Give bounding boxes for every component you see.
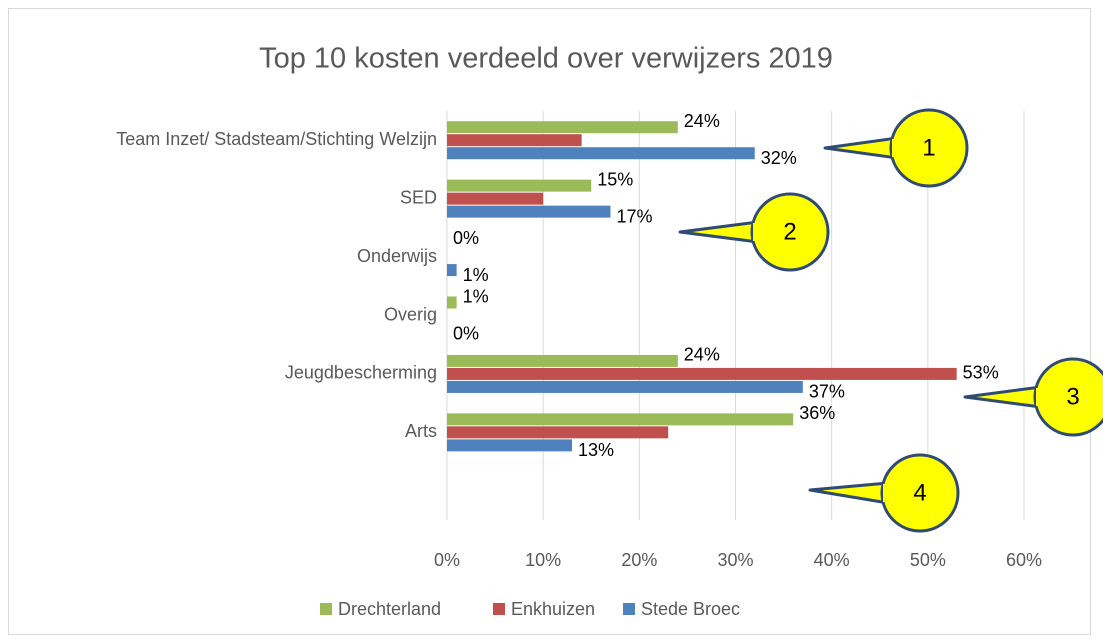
callout-joint <box>1036 388 1046 406</box>
callout-joint <box>753 223 763 241</box>
x-tick-label: 60% <box>1006 550 1042 570</box>
bar <box>447 439 573 452</box>
chart-title: Top 10 kosten verdeeld over verwijzers 2… <box>259 43 833 75</box>
x-tick-label: 50% <box>910 550 946 570</box>
bar <box>447 134 582 147</box>
callout-joint <box>883 484 893 502</box>
data-label: 1% <box>463 286 489 306</box>
data-label: 15% <box>597 169 633 189</box>
data-label: 32% <box>761 148 797 168</box>
bar <box>447 192 544 205</box>
bar <box>447 205 611 218</box>
bar <box>447 367 957 380</box>
bar <box>447 380 803 393</box>
data-label: 37% <box>809 382 845 402</box>
bar <box>447 179 592 192</box>
data-label: 53% <box>963 363 999 383</box>
x-tick-label: 0% <box>434 550 460 570</box>
bar <box>447 147 755 160</box>
x-tick-label: 20% <box>621 550 657 570</box>
callout-joint <box>892 139 902 157</box>
legend-swatch <box>493 603 505 615</box>
callout-label: 1 <box>922 134 935 161</box>
data-label: 17% <box>616 206 652 226</box>
data-label: 13% <box>578 440 614 460</box>
callout-label: 2 <box>783 218 796 245</box>
x-tick-label: 10% <box>525 550 561 570</box>
legend-swatch <box>320 603 332 615</box>
data-label: 36% <box>799 403 835 423</box>
y-tick-label: Arts <box>405 421 437 441</box>
callout-circle <box>880 453 960 533</box>
legend-swatch <box>623 603 635 615</box>
x-tick-label: 30% <box>717 550 753 570</box>
y-tick-label: Team Inzet/ Stadsteam/Stichting Welzijn <box>116 129 437 149</box>
callout-circle <box>1033 357 1103 437</box>
callout-circle <box>889 108 969 188</box>
legend-label: Enkhuizen <box>511 599 595 619</box>
legend-label: Drechterland <box>338 599 441 619</box>
bar <box>447 354 678 367</box>
y-tick-label: Overig <box>384 304 437 324</box>
bar <box>447 296 457 309</box>
data-label: 24% <box>684 345 720 365</box>
bar <box>447 413 794 426</box>
y-tick-label: Jeugdbescherming <box>285 363 437 383</box>
data-label: 1% <box>463 265 489 285</box>
data-label: 0% <box>453 228 479 248</box>
bar <box>447 121 678 134</box>
data-label: 24% <box>684 111 720 131</box>
bar <box>447 264 457 277</box>
bar <box>447 426 669 439</box>
legend-label: Stede Broec <box>641 599 740 619</box>
y-tick-label: SED <box>400 187 437 207</box>
x-tick-label: 40% <box>814 550 850 570</box>
callout-label: 4 <box>913 479 926 506</box>
y-tick-label: Onderwijs <box>357 246 437 266</box>
callout-circle <box>750 192 830 272</box>
data-label: 0% <box>453 323 479 343</box>
callout-label: 3 <box>1066 383 1079 410</box>
